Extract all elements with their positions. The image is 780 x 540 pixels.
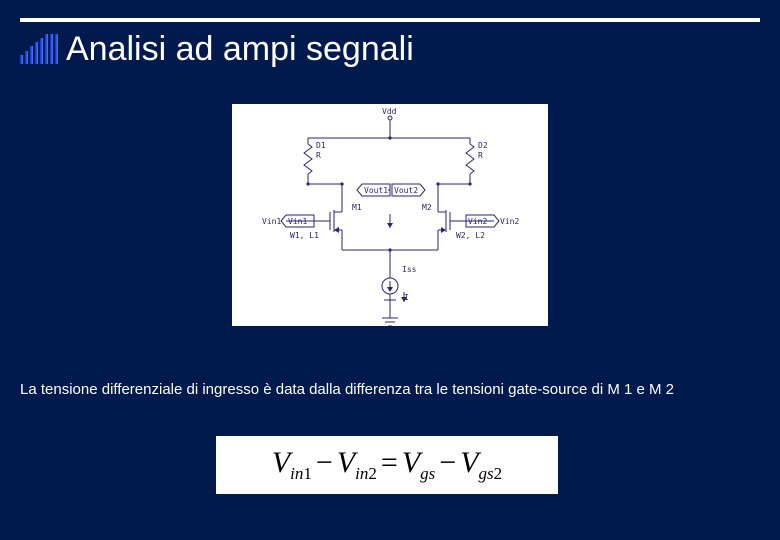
formula: Vin1−Vin2=Vgs−Vgs2 [272,446,502,484]
formula-box: Vin1−Vin2=Vgs−Vgs2 [216,436,558,494]
page-title: Analisi ad ampi segnali [66,30,414,69]
circuit-diagram: VddVout1Vout2Vin1Vin2D1RD2RM1M2Vin1W1, L… [232,104,548,326]
svg-text:Vdd: Vdd [382,107,397,116]
svg-text:R: R [316,151,321,160]
svg-text:Vin1: Vin1 [262,217,281,226]
logo-icon [20,34,58,64]
svg-text:Vin1: Vin1 [288,217,307,226]
svg-text:M2: M2 [422,203,432,212]
svg-text:W1, L1: W1, L1 [290,231,319,240]
svg-text:M1: M1 [352,203,362,212]
svg-text:Vin2: Vin2 [500,217,519,226]
svg-text:W2, L2: W2, L2 [456,231,485,240]
caption-text: La tensione differenziale di ingresso è … [20,380,760,400]
header-rule [20,18,760,22]
svg-text:I: I [404,293,409,302]
svg-text:Vout1: Vout1 [364,186,388,195]
svg-text:Vin2: Vin2 [468,217,487,226]
svg-text:D2: D2 [478,141,488,150]
svg-text:Iss: Iss [402,265,417,274]
svg-text:R: R [478,151,483,160]
svg-text:Vout2: Vout2 [394,186,418,195]
svg-text:D1: D1 [316,141,326,150]
